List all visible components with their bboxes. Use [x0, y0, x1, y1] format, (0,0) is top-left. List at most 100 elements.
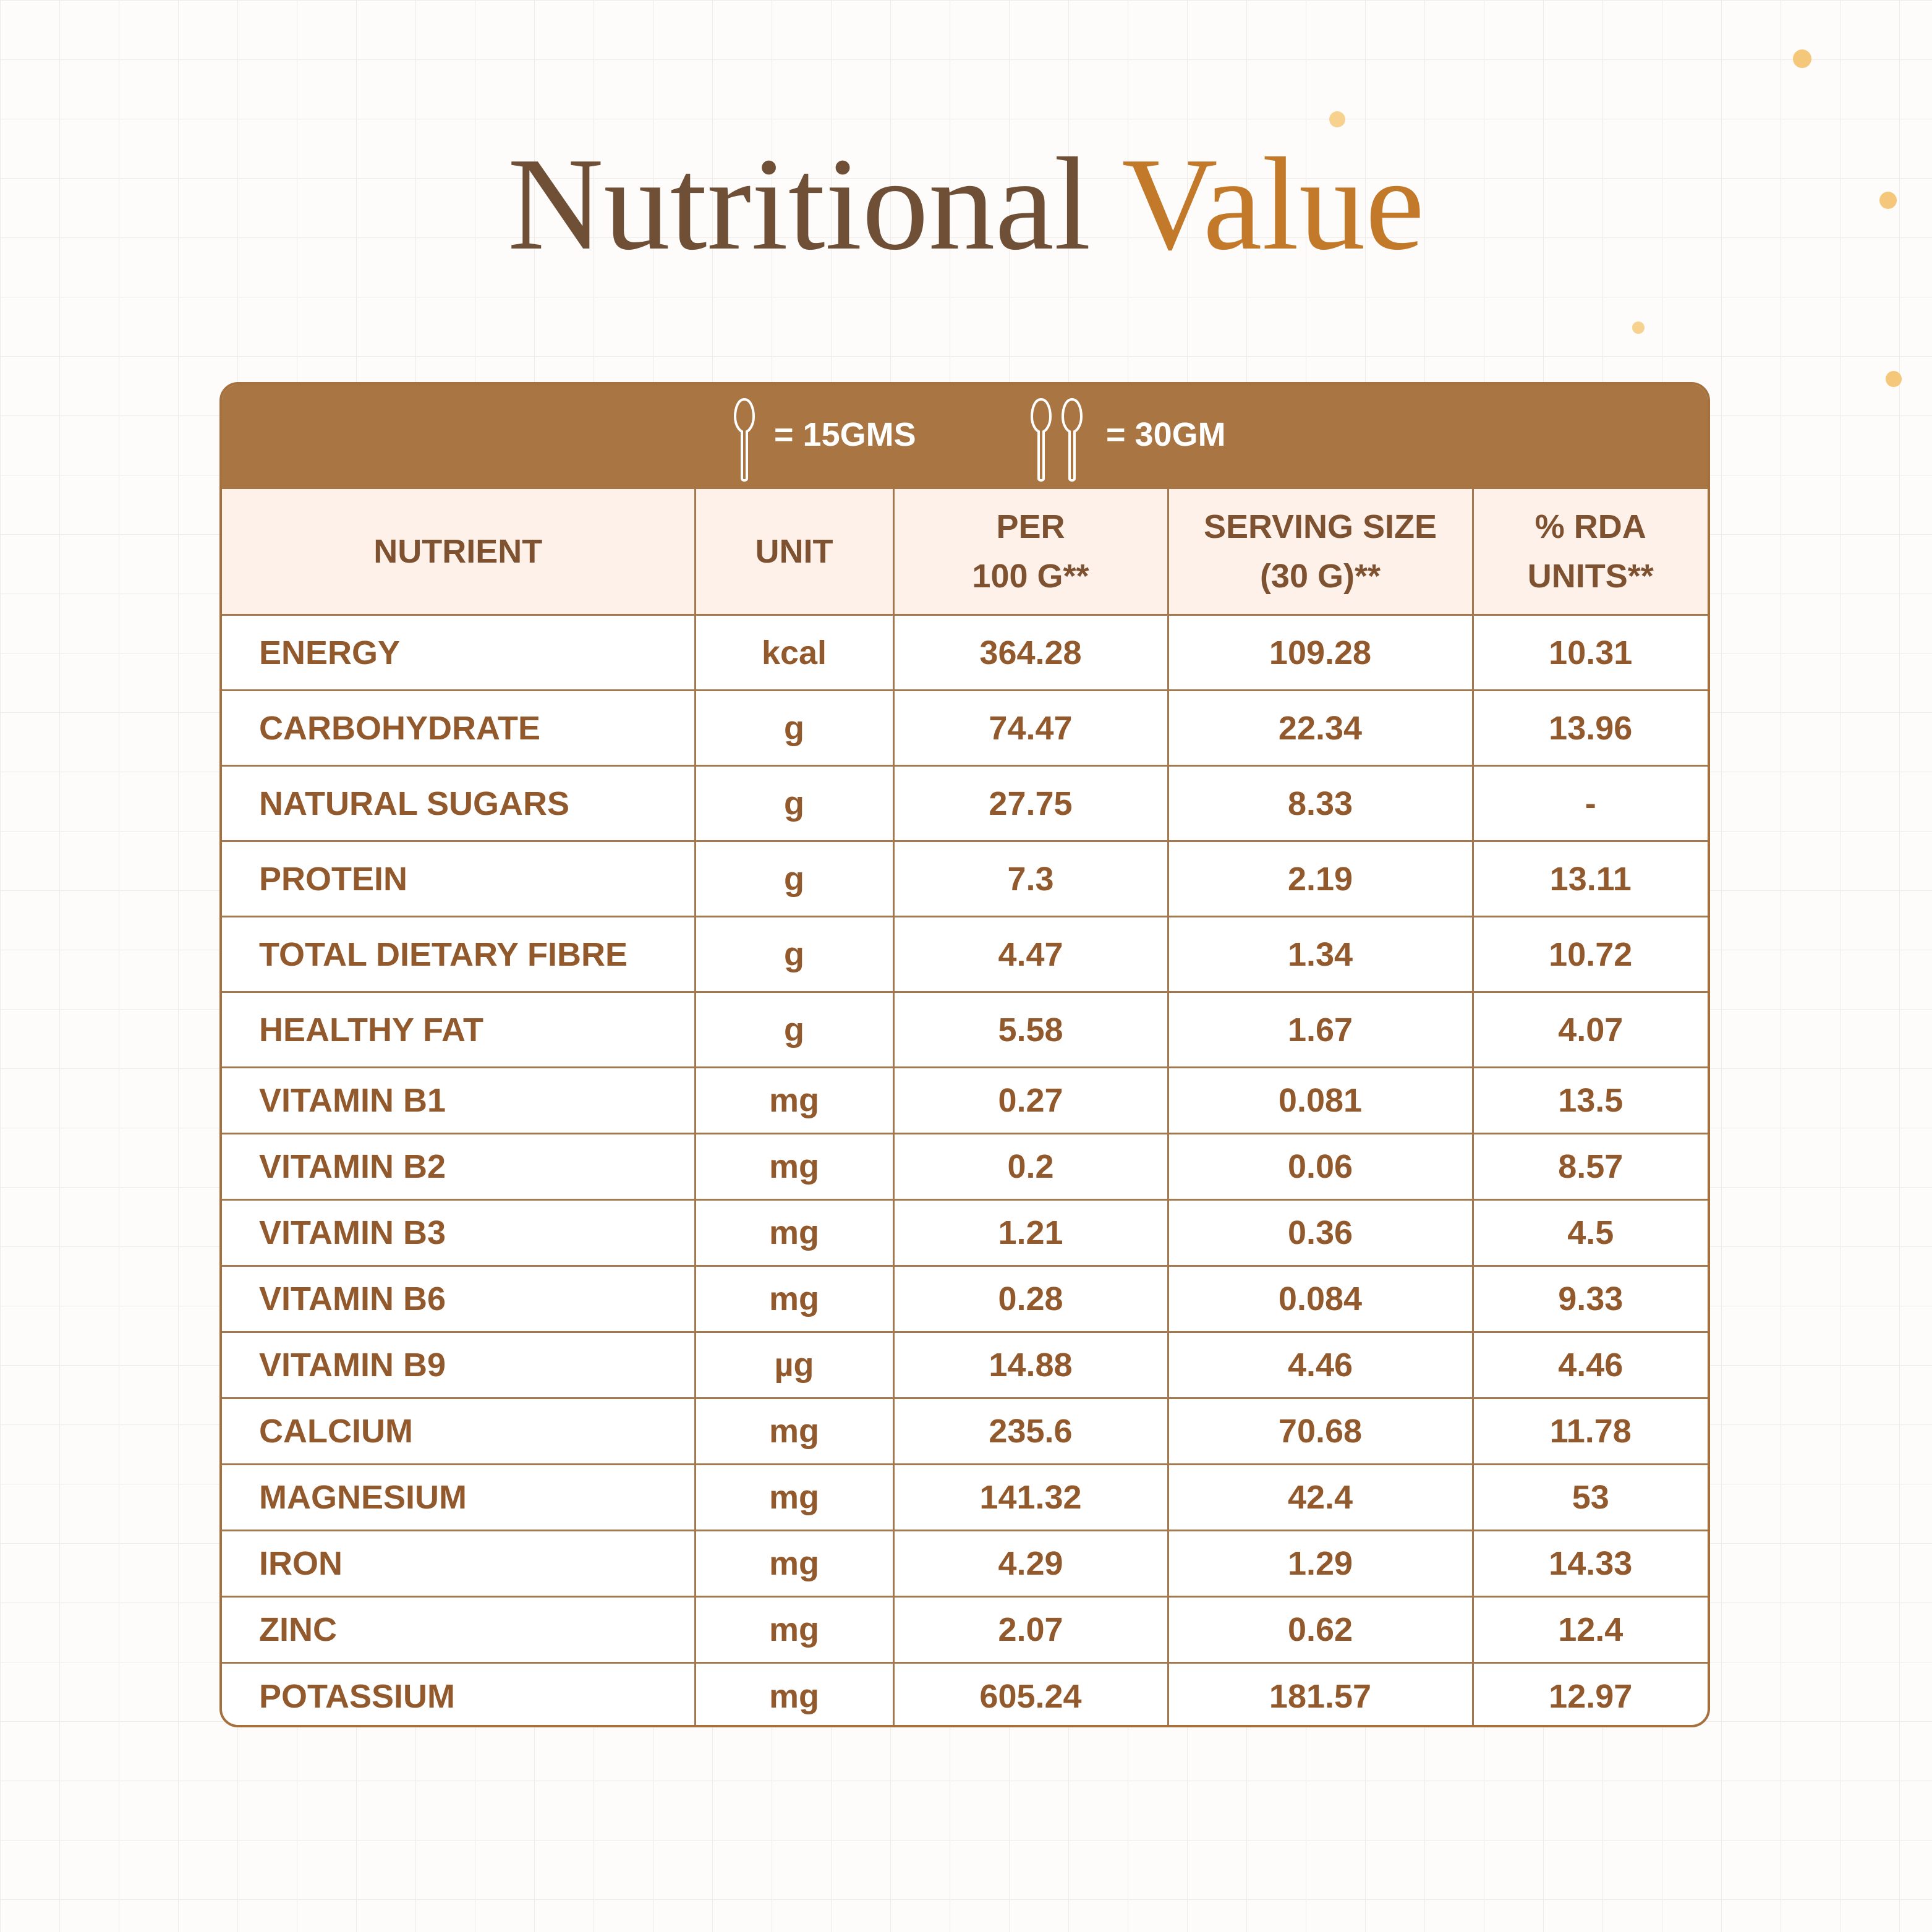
- table-cell: 2.19: [1167, 840, 1474, 917]
- sparkle: [1793, 49, 1811, 68]
- table-cell: 7.3: [892, 840, 1169, 917]
- table-cell: mg: [694, 1596, 895, 1664]
- table-cell: 22.34: [1167, 689, 1474, 767]
- header-line: NUTRIENT: [373, 533, 543, 570]
- table-row: CARBOHYDRATE g 74.47 22.34 13.96: [222, 689, 1708, 767]
- table-cell: 12.97: [1471, 1662, 1708, 1725]
- sparkle: [1329, 111, 1345, 127]
- table-cell: g: [694, 916, 895, 993]
- table-cell: 2.07: [892, 1596, 1169, 1664]
- table-cell: 4.29: [892, 1530, 1169, 1598]
- table-cell: g: [694, 991, 895, 1068]
- table-cell: 10.31: [1471, 615, 1708, 691]
- table-cell: 8.57: [1471, 1133, 1708, 1201]
- table-cell: 0.06: [1167, 1133, 1474, 1201]
- header-line: UNIT: [755, 533, 833, 570]
- serving-label: = 30GM: [1106, 416, 1226, 453]
- table-cell: 74.47: [892, 689, 1169, 767]
- table-cell: mg: [694, 1066, 895, 1134]
- title: Nutritional Value: [0, 124, 1932, 284]
- table-cell: g: [694, 689, 895, 767]
- table-cell: HEALTHY FAT: [222, 991, 696, 1068]
- table-cell: 4.47: [892, 916, 1169, 993]
- table-cell: kcal: [694, 615, 895, 691]
- table-row: HEALTHY FAT g 5.58 1.67 4.07: [222, 991, 1708, 1068]
- table-cell: 1.29: [1167, 1530, 1474, 1598]
- header-line: SERVING SIZE: [1203, 508, 1437, 545]
- table-body: ENERGY kcal 364.28 109.28 10.31 CARBOHYDRATE g…: [222, 615, 1708, 1725]
- table-cell: 1.21: [892, 1199, 1169, 1267]
- table-cell: CALCIUM: [222, 1397, 696, 1465]
- header-row: NUTRIENT UNIT PER 100 G** SERVING SIZE (30 G)…: [222, 489, 1708, 616]
- column-header: PER 100 G**: [892, 489, 1169, 616]
- spoon-icon: [1061, 398, 1083, 482]
- table-row: MAGNESIUM mg 141.32 42.4 53: [222, 1463, 1708, 1531]
- table-cell: CARBOHYDRATE: [222, 689, 696, 767]
- table-cell: 0.2: [892, 1133, 1169, 1201]
- serving-banner: = 15GMS = 30GM: [222, 385, 1708, 489]
- table-cell: 0.084: [1167, 1265, 1474, 1333]
- table-cell: 181.57: [1167, 1662, 1474, 1725]
- table-cell: 13.5: [1471, 1066, 1708, 1134]
- table-cell: 12.4: [1471, 1596, 1708, 1664]
- table-cell: 0.28: [892, 1265, 1169, 1333]
- table-cell: VITAMIN B9: [222, 1331, 696, 1399]
- table-cell: -: [1471, 765, 1708, 842]
- table-cell: 4.5: [1471, 1199, 1708, 1267]
- table-cell: 1.34: [1167, 916, 1474, 993]
- table-cell: PROTEIN: [222, 840, 696, 917]
- table-cell: 5.58: [892, 991, 1169, 1068]
- table-cell: 0.62: [1167, 1596, 1474, 1664]
- table-cell: ENERGY: [222, 615, 696, 691]
- table-cell: 0.081: [1167, 1066, 1474, 1134]
- table-cell: g: [694, 765, 895, 842]
- table-cell: 13.96: [1471, 689, 1708, 767]
- table-cell: 11.78: [1471, 1397, 1708, 1465]
- serving-label: = 15GMS: [774, 416, 916, 453]
- title-part: Value: [1121, 130, 1424, 278]
- table-row: TOTAL DIETARY FIBRE g 4.47 1.34 10.72: [222, 916, 1708, 993]
- column-header: NUTRIENT: [222, 489, 696, 616]
- table-cell: MAGNESIUM: [222, 1463, 696, 1531]
- header-line: % RDA: [1534, 508, 1646, 545]
- table-cell: 42.4: [1167, 1463, 1474, 1531]
- header-line: PER: [996, 508, 1065, 545]
- table-row: POTASSIUM mg 605.24 181.57 12.97: [222, 1662, 1708, 1725]
- table-cell: VITAMIN B2: [222, 1133, 696, 1201]
- table-cell: 0.36: [1167, 1199, 1474, 1267]
- table-cell: mg: [694, 1265, 895, 1333]
- table-cell: 53: [1471, 1463, 1708, 1531]
- header-line: 100 G**: [972, 558, 1089, 595]
- table-cell: IRON: [222, 1530, 696, 1598]
- table-cell: VITAMIN B1: [222, 1066, 696, 1134]
- nutrition-table: NUTRIENT UNIT PER 100 G** SERVING SIZE (30 G)…: [222, 489, 1708, 1725]
- spoon-icon: [1030, 398, 1052, 482]
- table-cell: mg: [694, 1463, 895, 1531]
- table-cell: 0.27: [892, 1066, 1169, 1134]
- table-cell: TOTAL DIETARY FIBRE: [222, 916, 696, 993]
- table-cell: 235.6: [892, 1397, 1169, 1465]
- table-cell: 9.33: [1471, 1265, 1708, 1333]
- table-cell: mg: [694, 1662, 895, 1725]
- table-cell: 14.33: [1471, 1530, 1708, 1598]
- table-row: PROTEIN g 7.3 2.19 13.11: [222, 840, 1708, 917]
- table-cell: g: [694, 840, 895, 917]
- column-header: % RDA UNITS**: [1471, 489, 1708, 616]
- sparkle: [1879, 192, 1897, 209]
- table-cell: 70.68: [1167, 1397, 1474, 1465]
- table-row: VITAMIN B9 µg 14.88 4.46 4.46: [222, 1331, 1708, 1399]
- table-row: VITAMIN B3 mg 1.21 0.36 4.5: [222, 1199, 1708, 1267]
- table-cell: mg: [694, 1530, 895, 1598]
- sparkle: [1886, 371, 1902, 387]
- table-row: CALCIUM mg 235.6 70.68 11.78: [222, 1397, 1708, 1465]
- table-cell: 10.72: [1471, 916, 1708, 993]
- table-cell: 13.11: [1471, 840, 1708, 917]
- table-cell: 1.67: [1167, 991, 1474, 1068]
- table-cell: 8.33: [1167, 765, 1474, 842]
- table-head: NUTRIENT UNIT PER 100 G** SERVING SIZE (30 G)…: [222, 489, 1708, 616]
- table-cell: µg: [694, 1331, 895, 1399]
- table-cell: 605.24: [892, 1662, 1169, 1725]
- column-header: SERVING SIZE (30 G)**: [1167, 489, 1474, 616]
- table-cell: 4.07: [1471, 991, 1708, 1068]
